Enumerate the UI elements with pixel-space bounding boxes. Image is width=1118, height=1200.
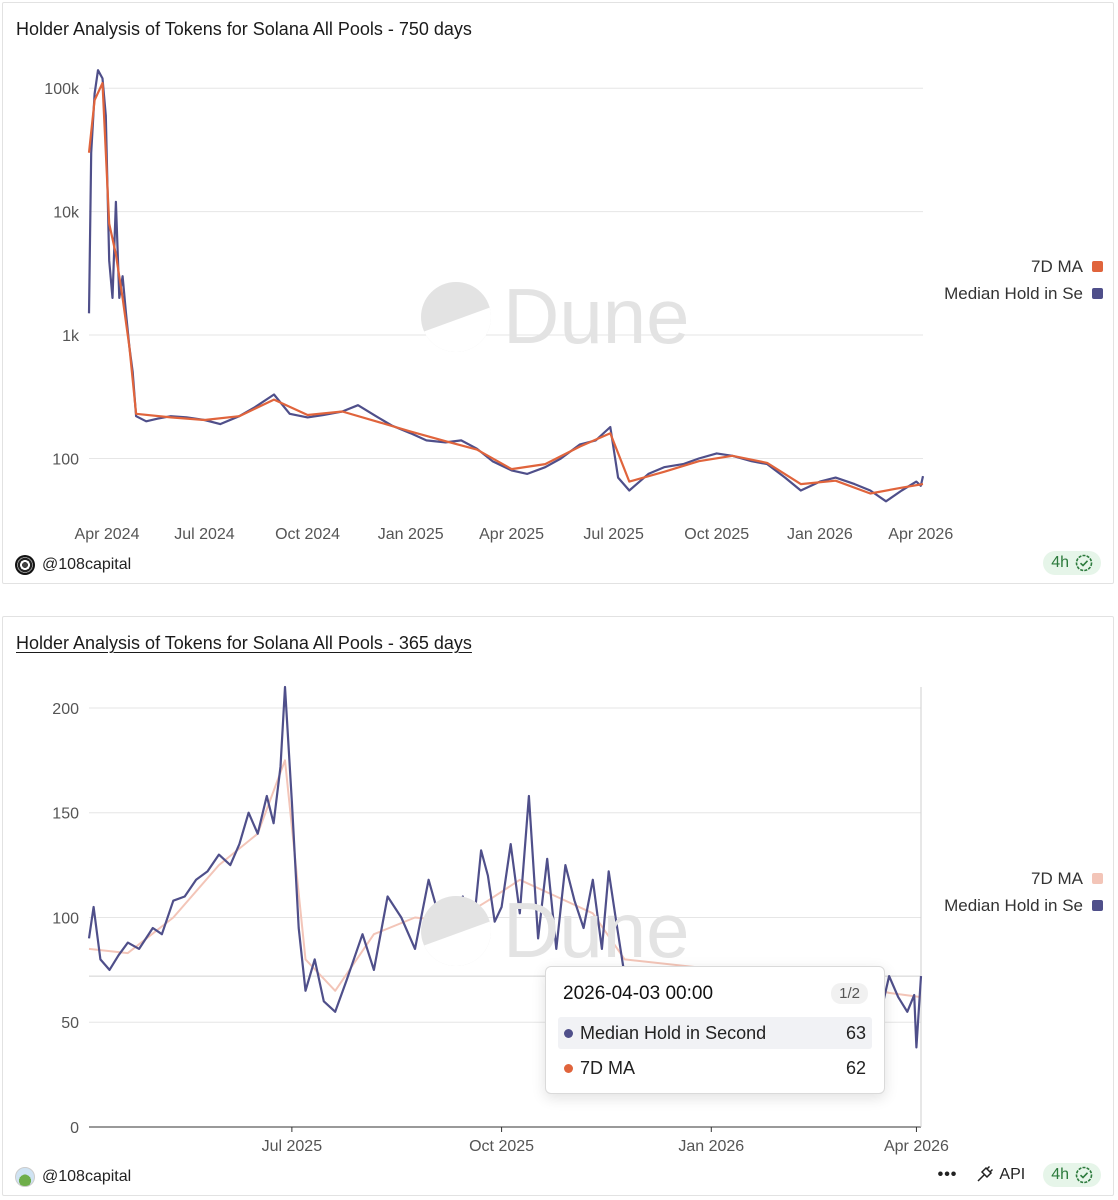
refresh-interval: 4h — [1051, 1166, 1069, 1183]
series-line-7d-ma — [88, 759, 922, 999]
legend-swatch — [1092, 261, 1103, 272]
plug-icon — [977, 1166, 994, 1182]
chart-title: Holder Analysis of Tokens for Solana All… — [16, 19, 472, 39]
tooltip-row-median: Median Hold in Second 63 — [558, 1017, 872, 1049]
chart-card-365-days: Holder Analysis of Tokens for Solana All… — [2, 616, 1114, 1196]
series-line-median-hold — [87, 685, 923, 1049]
tooltip-series-value: 63 — [845, 1022, 866, 1043]
chart-365-days-plot[interactable]: 0 50 100 150 200 Jul 2025 Oct 2025 Jan 2026 Apr … — [3, 617, 1115, 1197]
legend-label: 7D MA — [1031, 256, 1083, 276]
legend-item-7d-ma[interactable]: 7D MA — [944, 865, 1103, 892]
y-tick-label: 50 — [61, 1015, 79, 1032]
series-dot — [564, 1063, 573, 1073]
legend-swatch — [1092, 873, 1103, 884]
tooltip-timestamp: 2026-04-03 00:00 — [563, 983, 714, 1004]
legend-label: 7D MA — [1031, 868, 1083, 888]
y-tick-label: 1k — [62, 328, 80, 345]
x-tick-label: Jul 2025 — [262, 1138, 323, 1155]
chart-tooltip: 2026-04-03 00:00 1/2 Median Hold in Seco… — [545, 966, 885, 1094]
y-tick-label: 10k — [53, 205, 80, 222]
x-tick-label: Oct 2024 — [275, 526, 340, 543]
x-tick-label: Oct 2025 — [684, 526, 749, 543]
x-tick-label: Apr 2024 — [75, 526, 140, 543]
chart-footer: @108capital — [15, 555, 131, 575]
legend-label: Median Hold in Se — [944, 895, 1083, 915]
x-tick-label: Apr 2025 — [479, 526, 544, 543]
x-tick-label: Jan 2025 — [378, 526, 444, 543]
tooltip-series-name: Median Hold in Second — [580, 1022, 767, 1043]
series-line-median-hold — [87, 69, 925, 503]
check-circle-icon — [1075, 1166, 1093, 1184]
legend-label: Median Hold in Se — [944, 283, 1083, 303]
api-label: API — [999, 1166, 1026, 1183]
legend-item-7d-ma[interactable]: 7D MA — [944, 253, 1103, 280]
author-handle[interactable]: @108capital — [42, 1168, 132, 1185]
series-dot — [564, 1028, 573, 1038]
refresh-badge[interactable]: 4h — [1043, 551, 1101, 575]
refresh-badge[interactable]: 4h — [1043, 1163, 1101, 1187]
more-options-button[interactable]: ••• — [937, 1166, 958, 1183]
series-line-7d-ma — [87, 81, 924, 495]
y-tick-label: 100 — [52, 910, 79, 927]
chart-legend: 7D MA Median Hold in Se — [944, 865, 1103, 919]
y-tick-label: 200 — [52, 701, 79, 718]
avatar[interactable] — [15, 1167, 35, 1187]
legend-item-median-hold[interactable]: Median Hold in Se — [944, 280, 1103, 307]
y-tick-label: 100 — [52, 451, 79, 468]
y-tick-label: 150 — [52, 806, 79, 823]
legend-swatch — [1092, 288, 1103, 299]
x-tick-label: Jul 2024 — [174, 526, 235, 543]
tooltip-row-7d-ma: 7D MA 62 — [558, 1052, 872, 1084]
x-tick-label: Apr 2026 — [888, 526, 953, 543]
avatar[interactable] — [15, 555, 35, 575]
chart-title-link[interactable]: Holder Analysis of Tokens for Solana All… — [16, 633, 472, 653]
chart-750-days-plot[interactable]: 100 1k 10k 100k Apr 2024 Jul 2024 Oct 2024 Jan … — [3, 3, 1115, 583]
x-tick-label: Apr 2026 — [884, 1138, 949, 1155]
api-button[interactable]: API — [975, 1166, 1025, 1184]
chart-card-750-days: Holder Analysis of Tokens for Solana All… — [2, 2, 1114, 584]
y-tick-label: 100k — [44, 81, 80, 98]
refresh-interval: 4h — [1051, 554, 1069, 571]
chart-legend: 7D MA Median Hold in Se — [944, 253, 1103, 307]
legend-swatch — [1092, 900, 1103, 911]
x-tick-label: Jan 2026 — [787, 526, 853, 543]
author-handle[interactable]: @108capital — [42, 556, 132, 573]
x-tick-label: Jan 2026 — [678, 1138, 744, 1155]
chart-footer: @108capital — [15, 1167, 131, 1187]
tooltip-pager[interactable]: 1/2 — [831, 983, 868, 1004]
y-tick-label: 0 — [70, 1120, 79, 1137]
tooltip-series-name: 7D MA — [580, 1057, 636, 1078]
x-tick-label: Oct 2025 — [469, 1138, 534, 1155]
legend-item-median-hold[interactable]: Median Hold in Se — [944, 892, 1103, 919]
tooltip-series-value: 62 — [845, 1057, 866, 1078]
check-circle-icon — [1075, 554, 1093, 572]
chart-footer-actions: ••• API 4h — [938, 1163, 1101, 1187]
x-tick-label: Jul 2025 — [583, 526, 644, 543]
